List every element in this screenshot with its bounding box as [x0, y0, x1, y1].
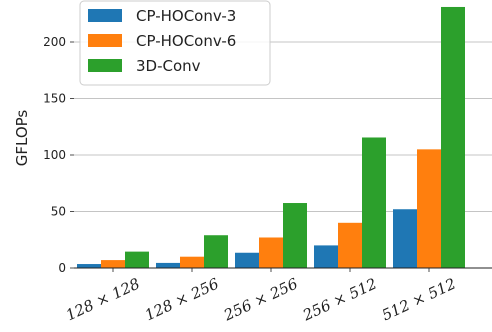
legend-swatch [88, 59, 122, 72]
y-tick-label: 100 [43, 148, 66, 162]
legend-label: CP-HOConv-3 [136, 7, 236, 25]
y-tick-label: 0 [58, 261, 66, 275]
bar [204, 235, 228, 268]
bar [125, 251, 149, 268]
x-tick-label: 128 × 256 [142, 274, 222, 324]
legend-label: 3D-Conv [136, 57, 201, 75]
y-tick-label: 150 [43, 92, 66, 106]
x-tick-label: 256 × 256 [220, 274, 301, 324]
legend-swatch [88, 34, 122, 47]
bar [235, 252, 259, 268]
bars [77, 6, 465, 268]
y-tick-label: 50 [51, 205, 66, 219]
bar [283, 203, 307, 268]
bar [101, 260, 125, 268]
bar [393, 209, 417, 268]
y-axis-ticks: 0 50 100 150 200 [43, 35, 74, 275]
bar [180, 256, 204, 268]
bar [77, 264, 101, 268]
legend: CP-HOConv-3 CP-HOConv-6 3D-Conv [79, 0, 271, 86]
x-tick-label: 128 × 128 [63, 275, 143, 325]
bar [314, 245, 338, 268]
bar [417, 149, 441, 268]
y-axis-label: GFLOPs [13, 110, 31, 167]
bar [362, 137, 386, 268]
x-tick-label: 512 × 512 [379, 275, 459, 325]
y-tick-label: 200 [43, 35, 66, 49]
x-tick-label: 256 × 512 [299, 275, 379, 325]
bar [338, 222, 362, 268]
x-axis-ticks: 128 × 128 128 × 256 256 × 256 256 × 512 512 … [63, 268, 459, 325]
legend-swatch [88, 9, 122, 22]
legend-frame [79, 0, 271, 86]
bar [259, 237, 283, 268]
bar [156, 262, 180, 268]
bar [441, 6, 465, 268]
legend-label: CP-HOConv-6 [136, 32, 236, 50]
